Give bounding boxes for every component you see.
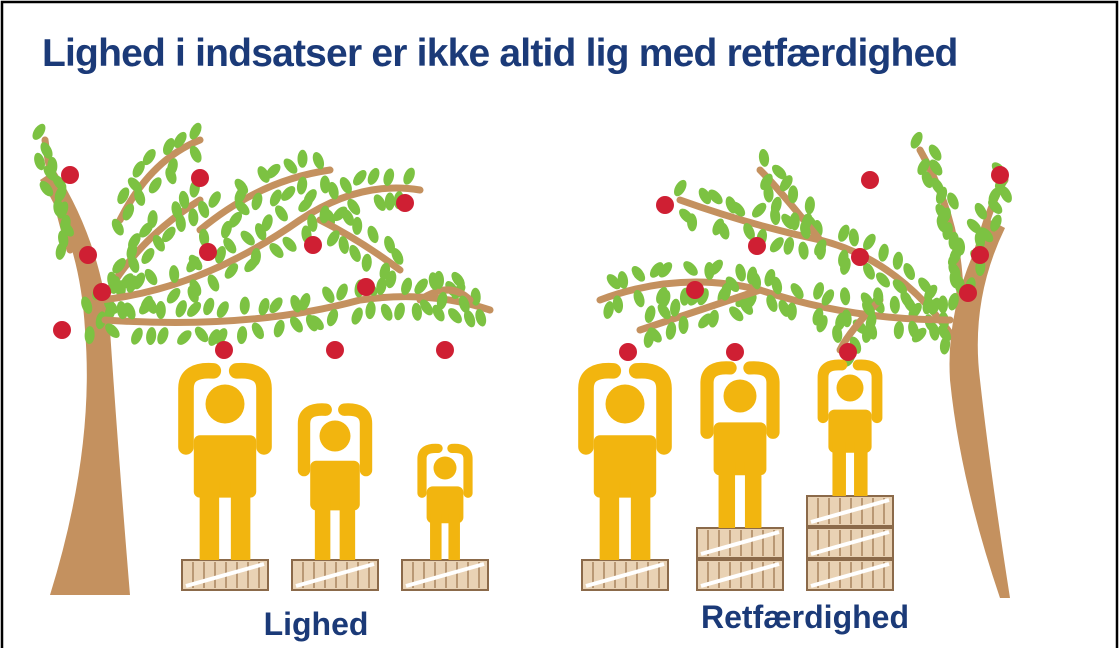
apple — [686, 281, 704, 299]
apple — [53, 321, 71, 339]
apple — [304, 236, 322, 254]
apple — [93, 283, 111, 301]
leg — [745, 462, 762, 528]
head — [206, 385, 245, 424]
crate — [807, 560, 893, 590]
apple — [726, 343, 744, 361]
apple — [861, 171, 879, 189]
crate — [697, 560, 783, 590]
apple — [326, 341, 344, 359]
caption-right: Retfærdighed — [701, 599, 909, 635]
apple — [991, 166, 1009, 184]
leg — [832, 442, 846, 496]
apple — [619, 343, 637, 361]
apple — [971, 246, 989, 264]
apple — [61, 166, 79, 184]
crate — [402, 560, 488, 590]
head — [320, 421, 351, 452]
apple — [748, 237, 766, 255]
crate — [807, 496, 893, 526]
leg — [430, 514, 442, 560]
apple — [199, 243, 217, 261]
apple — [396, 194, 414, 212]
apple — [191, 169, 209, 187]
caption-left: Lighed — [264, 606, 369, 642]
crate — [582, 560, 668, 590]
apple — [79, 246, 97, 264]
head — [837, 375, 864, 402]
leg — [600, 482, 620, 560]
apple — [357, 278, 375, 296]
apple — [436, 341, 454, 359]
leg — [448, 514, 460, 560]
leg — [719, 462, 736, 528]
leg — [315, 498, 331, 560]
head — [724, 380, 757, 413]
leaf — [678, 316, 688, 334]
apple — [656, 196, 674, 214]
crate — [182, 560, 268, 590]
apple — [959, 284, 977, 302]
crate — [807, 528, 893, 558]
head — [434, 457, 457, 480]
apple — [851, 248, 869, 266]
leg — [231, 482, 251, 560]
leg — [200, 482, 220, 560]
leg — [854, 442, 868, 496]
leaf — [156, 301, 166, 319]
leg — [631, 482, 651, 560]
slide-title: Lighed i indsatser er ikke altid lig med… — [42, 32, 957, 75]
leg — [340, 498, 356, 560]
crate — [697, 528, 783, 558]
slide: Lighed i indsatser er ikke altid lig med… — [0, 0, 1120, 648]
apple — [839, 343, 857, 361]
apple — [215, 341, 233, 359]
page: Lighed i indsatser er ikke altid lig med… — [0, 0, 1120, 648]
head — [606, 385, 645, 424]
crate — [292, 560, 378, 590]
